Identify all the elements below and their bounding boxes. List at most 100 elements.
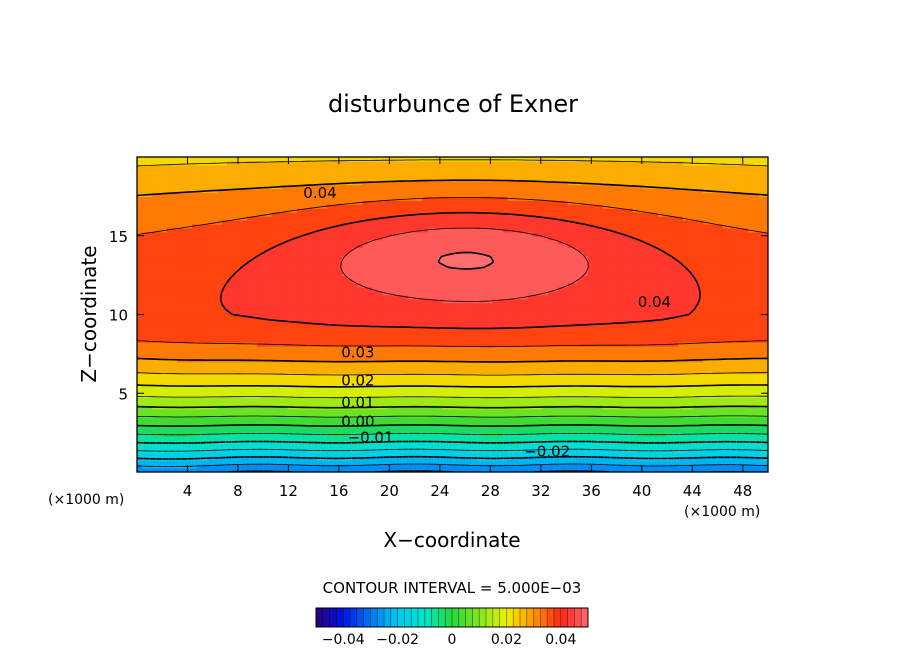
- field-cell: [172, 393, 178, 398]
- field-cell: [432, 397, 439, 402]
- field-cell: [442, 460, 449, 465]
- field-cell: [322, 286, 328, 292]
- field-cell: [442, 420, 449, 426]
- field-cell: [222, 220, 228, 225]
- field-cell: [267, 267, 273, 272]
- field-cell: [207, 172, 213, 178]
- field-cell: [182, 223, 188, 229]
- field-cell: [332, 373, 338, 379]
- field-cell: [417, 294, 424, 300]
- field-cell: [137, 271, 143, 276]
- field-cell: [247, 412, 253, 418]
- field-cell: [337, 231, 343, 237]
- field-cell: [402, 231, 409, 237]
- field-cell: [442, 314, 449, 320]
- field-cell: [222, 212, 228, 217]
- field-cell: [207, 385, 213, 390]
- field-cell: [352, 349, 358, 355]
- field-cell: [242, 420, 248, 426]
- field-cell: [432, 357, 439, 363]
- field-cell: [267, 283, 273, 288]
- field-cell: [442, 330, 449, 335]
- field-cell: [352, 259, 358, 264]
- field-cell: [302, 184, 308, 190]
- field-cell: [277, 377, 283, 383]
- field-cell: [342, 330, 348, 335]
- field-cell: [267, 243, 273, 249]
- field-cell: [247, 448, 253, 453]
- field-cell: [292, 436, 298, 442]
- field-cell: [382, 326, 388, 331]
- field-cell: [447, 409, 454, 414]
- field-cell: [317, 342, 323, 347]
- field-cell: [417, 353, 424, 359]
- field-cell: [317, 239, 323, 245]
- field-cell: [292, 452, 298, 457]
- field-cell: [327, 302, 333, 308]
- field-cell: [332, 172, 338, 178]
- field-cell: [177, 448, 183, 453]
- field-cell: [322, 428, 328, 434]
- field-cell: [227, 200, 233, 205]
- field-cell: [212, 389, 218, 394]
- field-cell: [312, 290, 318, 296]
- field-cell: [192, 424, 198, 430]
- field-cell: [147, 432, 153, 438]
- field-cell: [252, 188, 258, 194]
- field-cell: [142, 346, 148, 351]
- field-cell: [372, 346, 378, 351]
- field-cell: [227, 263, 233, 268]
- field-cell: [292, 338, 298, 343]
- field-cell: [232, 157, 238, 162]
- field-cell: [207, 310, 213, 316]
- field-cell: [372, 432, 378, 438]
- field-cell: [432, 452, 439, 457]
- field-cell: [197, 385, 203, 390]
- field-cell: [332, 251, 338, 257]
- field-cell: [362, 310, 368, 316]
- field-cell: [197, 235, 203, 241]
- field-cell: [162, 255, 168, 260]
- field-cell: [352, 381, 358, 386]
- field-cell: [402, 243, 409, 249]
- field-cell: [317, 235, 323, 241]
- field-cell: [362, 192, 368, 197]
- field-cell: [292, 263, 298, 268]
- field-cell: [387, 314, 394, 320]
- field-cell: [382, 251, 388, 257]
- field-cell: [347, 397, 353, 402]
- field-cell: [232, 448, 238, 453]
- field-cell: [147, 318, 153, 323]
- field-cell: [382, 200, 388, 205]
- field-cell: [222, 456, 228, 461]
- field-cell: [197, 212, 203, 217]
- field-cell: [277, 286, 283, 292]
- field-cell: [432, 263, 439, 268]
- field-cell: [342, 338, 348, 343]
- field-cell: [437, 381, 444, 386]
- field-cell: [372, 176, 378, 182]
- field-cell: [427, 334, 434, 339]
- field-cell: [237, 389, 243, 394]
- field-cell: [182, 164, 188, 170]
- field-cell: [162, 271, 168, 276]
- field-cell: [367, 353, 373, 359]
- field-cell: [267, 416, 273, 422]
- field-cell: [342, 286, 348, 292]
- field-cell: [267, 294, 273, 300]
- field-cell: [247, 326, 253, 331]
- field-cell: [172, 306, 178, 312]
- field-cell: [317, 259, 323, 264]
- field-cell: [407, 286, 414, 292]
- field-cell: [322, 409, 328, 414]
- field-cell: [262, 456, 268, 461]
- field-cell: [267, 440, 273, 446]
- field-cell: [367, 346, 373, 351]
- field-cell: [352, 263, 358, 268]
- field-cell: [442, 208, 449, 213]
- field-cell: [412, 306, 419, 312]
- field-cell: [217, 464, 223, 469]
- field-cell: [147, 310, 153, 316]
- field-cell: [377, 208, 383, 213]
- field-cell: [217, 286, 223, 292]
